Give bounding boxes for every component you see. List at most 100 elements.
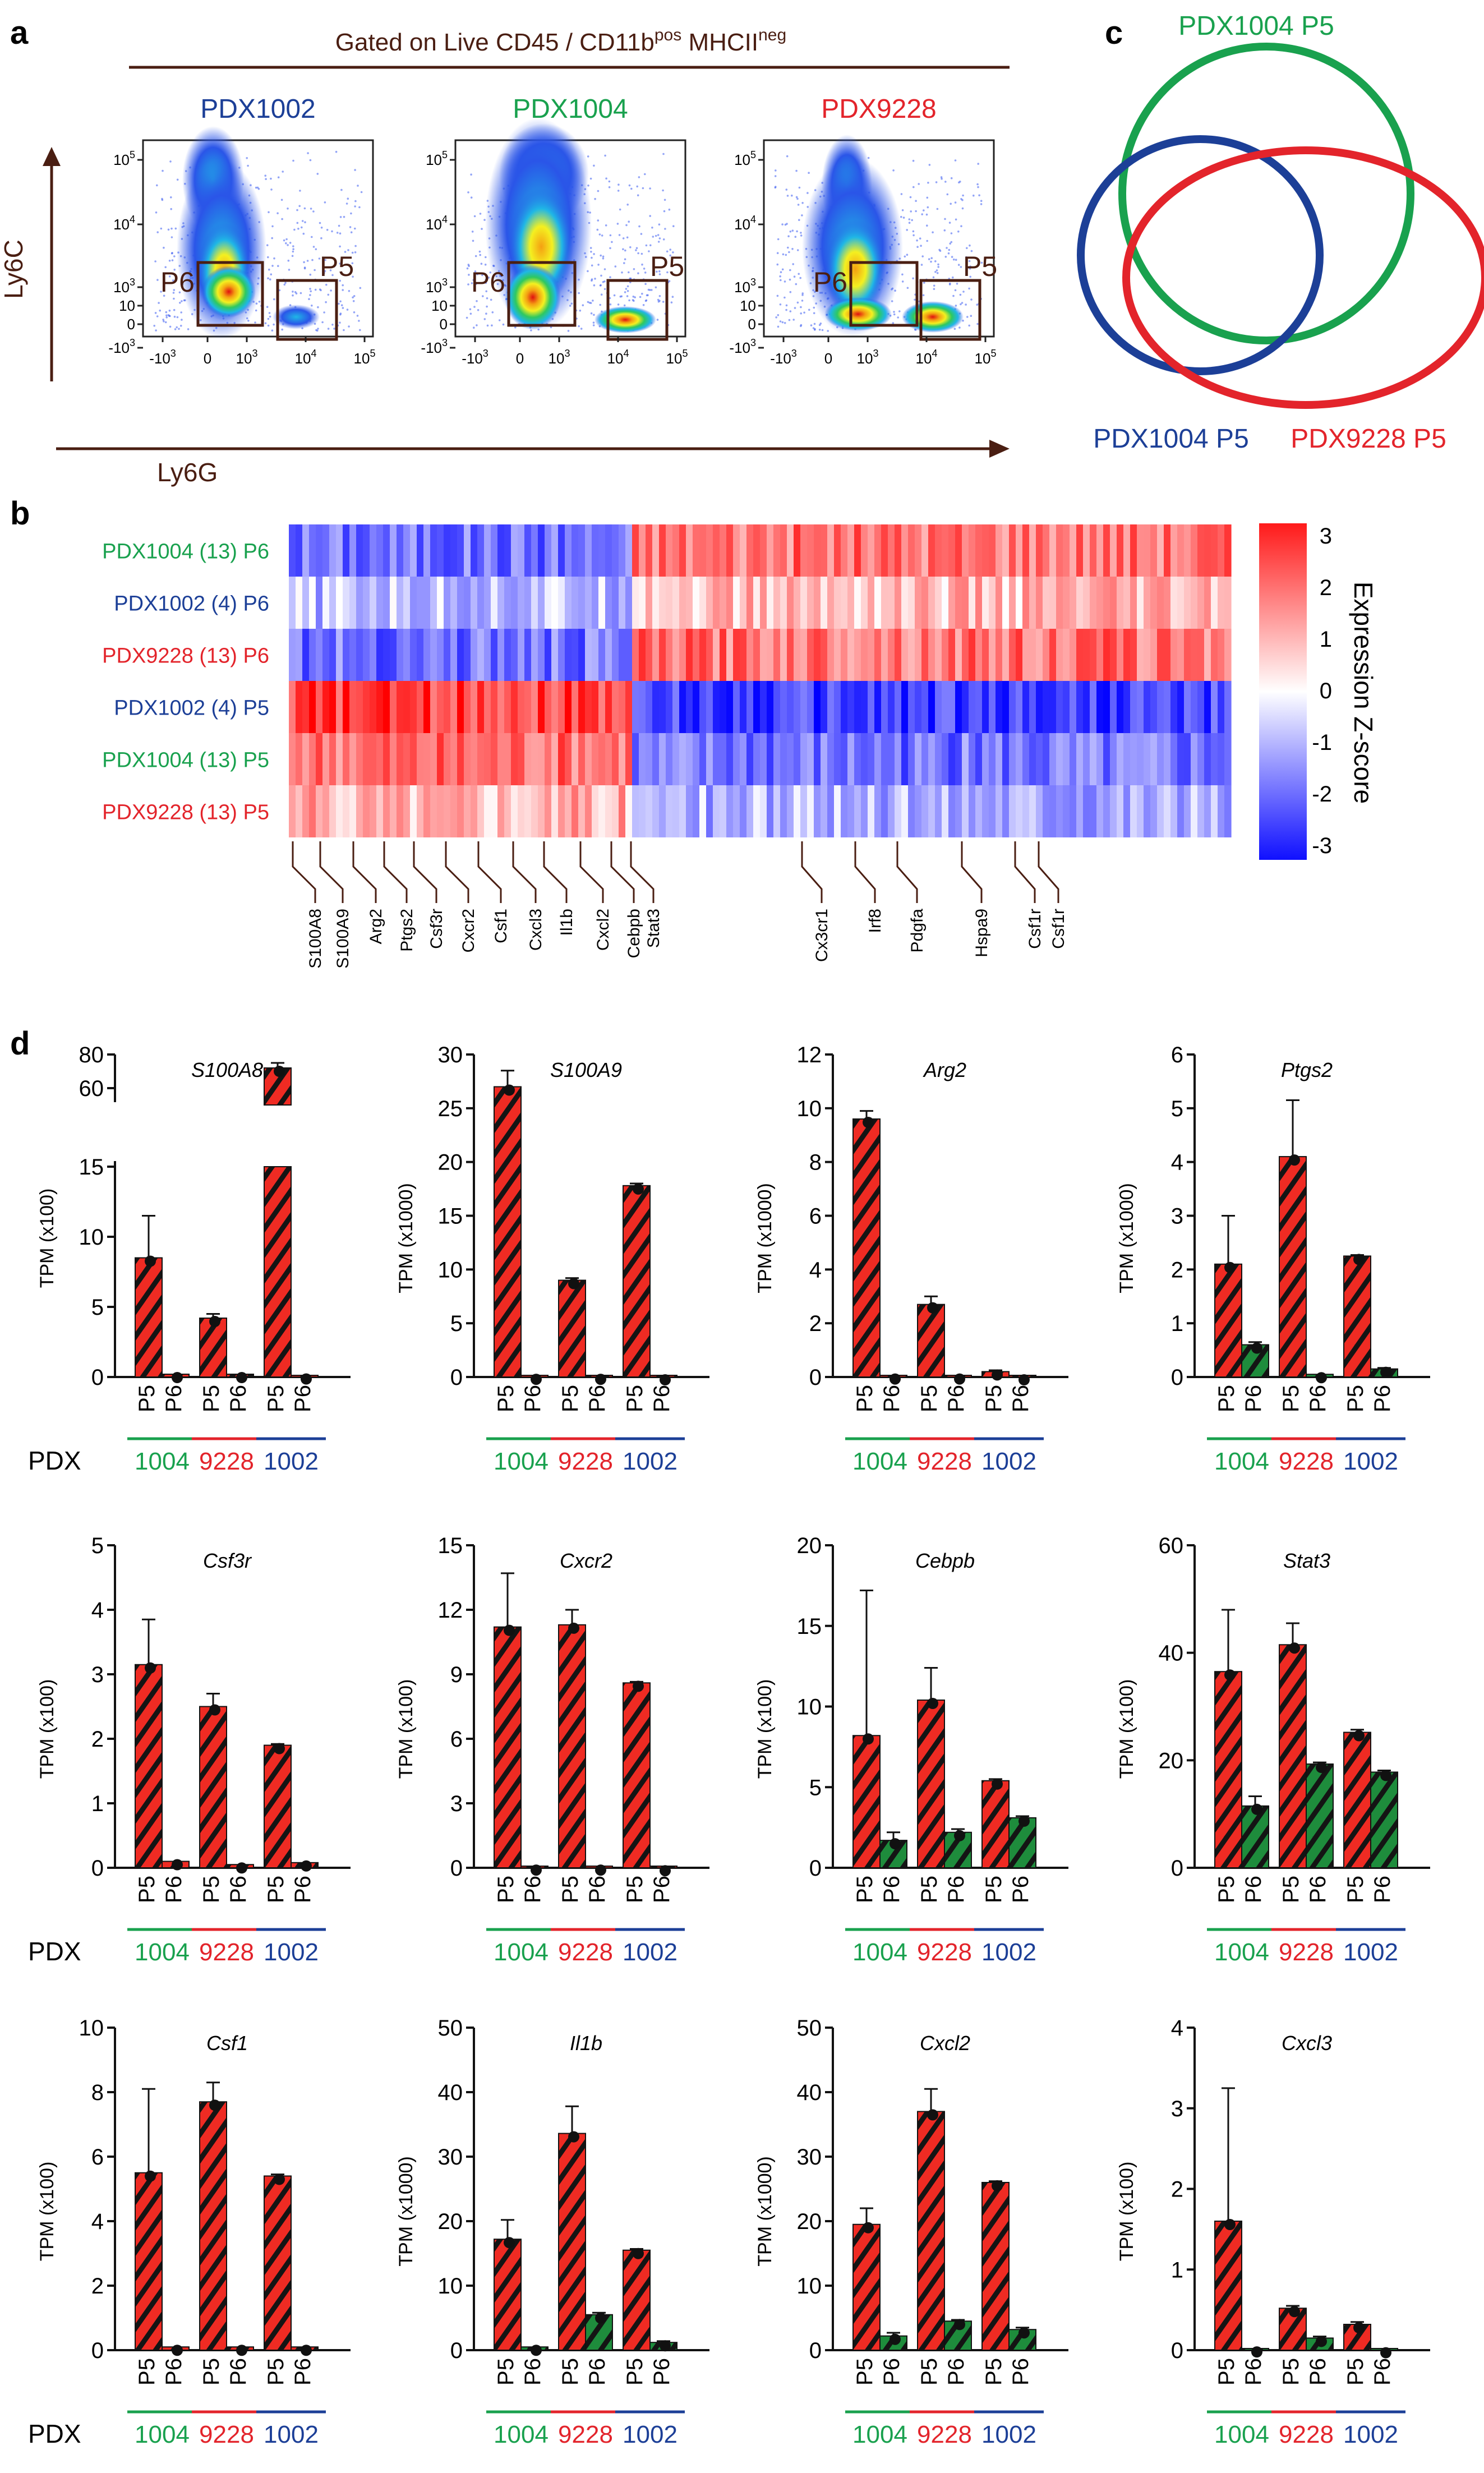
data-point [863, 1733, 874, 1745]
pdx-label: PDX [28, 1446, 81, 1475]
gene-callout: Cx3cr1 [801, 841, 831, 962]
bar-p5 [558, 2133, 586, 2351]
x-sub-label: P5 [1279, 1876, 1303, 1903]
ly6g-arrowhead [989, 440, 1010, 458]
gene-label: Pdgfa [908, 909, 927, 953]
heatmap-row [289, 681, 1232, 733]
y-tick-label: 10 [797, 1097, 822, 1121]
panel-c: c PDX1004 P5 PDX1004 P5 PDX9228 P5 [1077, 11, 1484, 454]
x-sub-label: P6 [585, 1876, 610, 1903]
x-sub-label: P5 [135, 1385, 159, 1412]
y-tick-label: 104 [426, 214, 448, 233]
data-point [568, 1622, 579, 1634]
y-axis-label: Ly6C [0, 240, 28, 299]
x-sub-label: P6 [162, 1385, 186, 1412]
y-tick-label: 30 [797, 2145, 822, 2170]
data-point [301, 1860, 312, 1872]
y-tick-label: 15 [438, 1533, 463, 1558]
group-label: 9228 [1279, 1448, 1334, 1475]
x-sub-label: P5 [981, 2358, 1006, 2385]
venn-circle-red [1122, 146, 1484, 409]
y-tick-label: 60 [79, 1076, 104, 1101]
colorbar [1259, 523, 1307, 860]
y-tick-label: 0 [748, 316, 756, 333]
y-tick-label: 2 [91, 2274, 104, 2299]
y-axis-title: TPM (x1000) [1116, 1183, 1137, 1293]
data-point [927, 1302, 938, 1314]
x-sub-label: P5 [558, 1876, 583, 1903]
x-sub-label: P5 [981, 1876, 1006, 1903]
y-axis-title: TPM (x1000) [395, 2156, 417, 2267]
gate-p5 [276, 279, 338, 341]
y-tick-label: 50 [438, 2016, 463, 2041]
bar-p5 [852, 1118, 881, 1378]
gene-callout: S100A9 [319, 841, 352, 969]
y-tick-label: 0 [1171, 2338, 1183, 2363]
gene-callout: Ptgs2 [383, 841, 416, 952]
gene-label: Ptgs2 [398, 909, 416, 952]
y-tick-label: 104 [113, 214, 135, 233]
x-sub-label: P6 [1306, 1876, 1330, 1903]
panel-b: b PDX1004 (13) P6 PDX1002 (4) P6 PDX9228 (… [10, 495, 1378, 969]
group-label: 1002 [1343, 1938, 1398, 1966]
chart-title: S100A8 [191, 1058, 263, 1081]
y-tick-label: 10 [431, 297, 448, 314]
colorbar-tick: -1 [1312, 730, 1332, 755]
data-point [274, 2173, 285, 2185]
bar-p5 [1343, 1731, 1371, 1868]
y-tick-label: 30 [438, 1043, 463, 1067]
y-tick-label: 0 [440, 316, 448, 333]
chart-title: S100A9 [550, 1058, 622, 1081]
data-point [301, 2345, 312, 2356]
y-tick-label: 3 [450, 1792, 463, 1816]
group-label: 9228 [917, 2421, 972, 2448]
data-point [660, 2340, 671, 2352]
bar-p5 [981, 1780, 1010, 1868]
y-tick-label: 0 [809, 1856, 822, 1881]
bar-p5 [623, 1185, 651, 1378]
group-label: 1004 [1214, 1938, 1269, 1966]
data-point [145, 1662, 156, 1674]
colorbar-title: Expression Z-score [1349, 582, 1378, 804]
gene-label: Cebpb [625, 909, 643, 958]
y-tick-label: 0 [127, 316, 135, 333]
y-axis-title: TPM (x100) [754, 1679, 776, 1779]
y-tick-label: 20 [1159, 1748, 1184, 1773]
data-point [1018, 1815, 1030, 1827]
group-label: 1002 [623, 2421, 678, 2448]
data-point [927, 1698, 938, 1709]
x-sub-label: P5 [1214, 1385, 1239, 1412]
data-point [531, 1374, 542, 1385]
gene-callouts: S100A8 S100A9 Arg2 Ptgs2 Csf3r Cxcr2 Csf1 Cxcl3… [292, 841, 1068, 969]
data-point [209, 2099, 220, 2111]
data-point [660, 1374, 671, 1386]
chart-title: Cxcl3 [1282, 2032, 1332, 2055]
bar-p5 [623, 2249, 651, 2351]
x-sub-label: P5 [264, 1876, 288, 1903]
x-sub-label: P6 [944, 2358, 969, 2385]
y-tick-label: 60 [1159, 1533, 1184, 1558]
venn-circle-blue [1077, 135, 1324, 375]
venn-circle-green [1118, 43, 1414, 344]
data-point [1316, 1372, 1327, 1384]
heatmap-row [289, 577, 1232, 629]
x-sub-label: P6 [879, 2358, 904, 2385]
y-tick-label: 0 [809, 1365, 822, 1390]
bar-p5 [1279, 1156, 1307, 1378]
gene-label: Stat3 [644, 909, 663, 948]
group-label: 1002 [981, 1938, 1036, 1966]
x-tick-label: 104 [607, 348, 629, 367]
bar-p5 [264, 1166, 292, 1378]
group-label: 1002 [981, 1448, 1036, 1475]
group-label: 1002 [1343, 1448, 1398, 1475]
data-point [1353, 2322, 1365, 2333]
colorbar-tick: 1 [1320, 627, 1332, 652]
y-tick-label: 10 [438, 1258, 463, 1282]
x-sub-label: P6 [226, 1876, 251, 1903]
gate-title: Gated on Live CD45 / CD11bpos MHCIIneg [335, 26, 786, 56]
x-sub-label: P5 [558, 2358, 583, 2385]
pdx-label: PDX [28, 2419, 81, 2448]
